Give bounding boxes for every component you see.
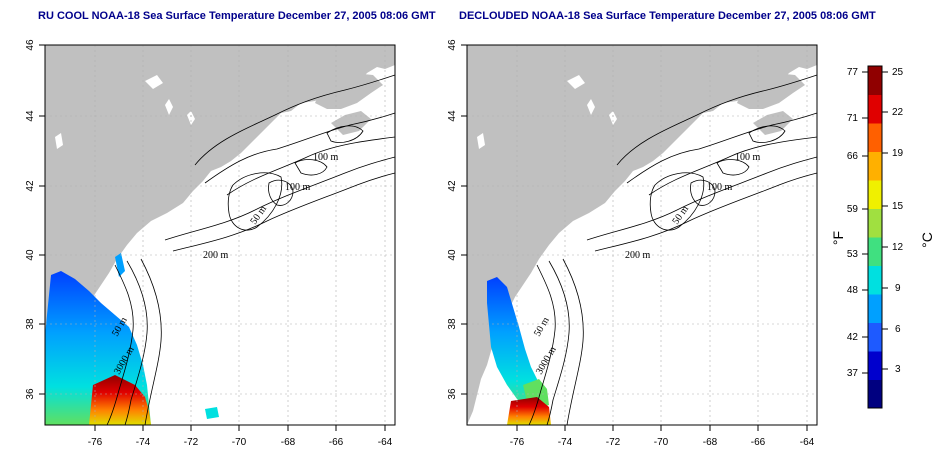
left-map-panel: 100 m 100 m 50 m 200 m 50 m 3000 m -76 -… — [25, 39, 396, 448]
celsius-tick-label: 12 — [892, 242, 904, 253]
x-tick-label: -64 — [800, 437, 815, 448]
fahrenheit-unit-label: °F — [830, 231, 846, 245]
left-panel-title: RU COOL NOAA-18 Sea Surface Temperature … — [38, 10, 436, 22]
colorbar-frame — [867, 65, 883, 409]
left-map-frame — [44, 44, 396, 426]
colorbar-step — [868, 208, 882, 238]
fahrenheit-tick-label: 66 — [847, 151, 859, 162]
colorbar-step — [868, 351, 882, 380]
right-map-frame — [466, 44, 818, 426]
x-tick-label: -66 — [329, 437, 344, 448]
colorbar-gradient — [868, 66, 882, 409]
y-tick-label: 46 — [25, 39, 36, 51]
fahrenheit-tick-label: 77 — [847, 67, 859, 78]
colorbar-ticks — [862, 71, 888, 374]
right-contour-label: 200 m — [625, 250, 651, 261]
x-tick-label: -76 — [510, 437, 525, 448]
colorbar-step — [868, 180, 882, 209]
fahrenheit-tick-label: 48 — [847, 285, 859, 296]
y-tick-label: 44 — [25, 110, 36, 122]
x-tick-label: -76 — [88, 437, 103, 448]
left-contour-label: 200 m — [203, 250, 229, 261]
colorbar-step — [868, 123, 882, 152]
celsius-unit-label: °C — [919, 232, 935, 248]
x-tick-label: -70 — [232, 437, 247, 448]
right-panel-title: DECLOUDED NOAA-18 Sea Surface Temperatur… — [459, 10, 876, 22]
celsius-tick-label: 3 — [895, 364, 901, 375]
x-tick-label: -68 — [703, 437, 718, 448]
celsius-tick-label: 6 — [895, 324, 901, 335]
left-contour-label: 100 m — [285, 182, 311, 193]
y-tick-label: 36 — [447, 388, 458, 400]
y-tick-label: 42 — [447, 180, 458, 192]
x-tick-label: -74 — [558, 437, 573, 448]
x-tick-label: -72 — [606, 437, 621, 448]
x-tick-label: -72 — [184, 437, 199, 448]
right-gridlines — [467, 44, 817, 425]
y-tick-label: 40 — [447, 249, 458, 261]
colorbar-step — [868, 237, 882, 266]
colorbar-step — [868, 379, 882, 409]
colorbar-step — [868, 151, 882, 181]
left-y-axis: 46 44 42 40 38 36 — [25, 39, 45, 400]
celsius-tick-label: 15 — [892, 201, 904, 212]
celsius-tick-label: 9 — [895, 283, 901, 294]
colorbar-step — [868, 66, 882, 95]
fahrenheit-tick-label: 42 — [847, 332, 859, 343]
right-y-axis: 46 44 42 40 38 36 — [447, 39, 467, 400]
celsius-tick-label: 25 — [892, 67, 904, 78]
x-tick-label: -74 — [136, 437, 151, 448]
celsius-tick-label: 19 — [892, 148, 904, 159]
left-x-axis: -76 -74 -72 -70 -68 -66 -64 — [88, 425, 393, 448]
colorbar: 77 71 66 59 53 48 42 37 25 22 19 15 12 9… — [830, 65, 935, 409]
celsius-tick-label: 22 — [892, 107, 904, 118]
fahrenheit-tick-label: 37 — [847, 368, 859, 379]
y-tick-label: 46 — [447, 39, 458, 51]
right-map-panel: 100 m 100 m 50 m 200 m 50 m 3000 m -76 -… — [447, 39, 818, 448]
y-tick-label: 44 — [447, 110, 458, 122]
y-tick-label: 40 — [25, 249, 36, 261]
y-tick-label: 36 — [25, 388, 36, 400]
y-tick-label: 42 — [25, 180, 36, 192]
right-contour-label: 100 m — [707, 182, 733, 193]
colorbar-step — [868, 94, 882, 124]
x-tick-label: -66 — [751, 437, 766, 448]
colorbar-step — [868, 265, 882, 295]
x-tick-label: -64 — [378, 437, 393, 448]
fahrenheit-tick-label: 71 — [847, 113, 859, 124]
x-tick-label: -70 — [654, 437, 669, 448]
right-contour-label: 100 m — [735, 152, 761, 163]
x-tick-label: -68 — [281, 437, 296, 448]
right-x-axis: -76 -74 -72 -70 -68 -66 -64 — [510, 425, 815, 448]
left-contour-label: 100 m — [313, 152, 339, 163]
y-tick-label: 38 — [25, 318, 36, 330]
fahrenheit-tick-label: 53 — [847, 249, 859, 260]
y-tick-label: 38 — [447, 318, 458, 330]
colorbar-step — [868, 294, 882, 323]
colorbar-step — [868, 322, 882, 352]
fahrenheit-tick-label: 59 — [847, 204, 859, 215]
